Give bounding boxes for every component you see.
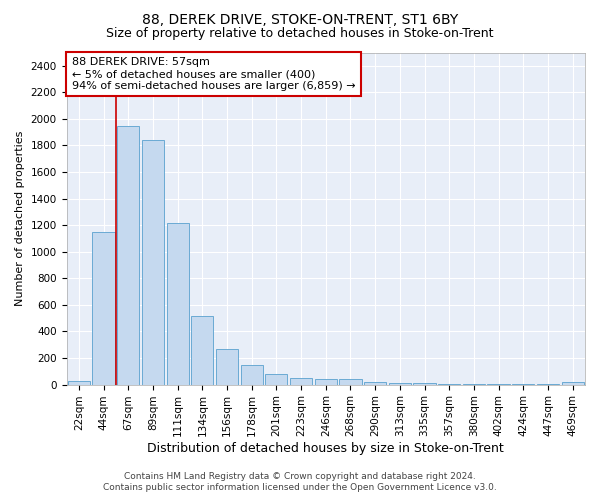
- Text: Contains HM Land Registry data © Crown copyright and database right 2024.
Contai: Contains HM Land Registry data © Crown c…: [103, 472, 497, 492]
- Bar: [142, 140, 164, 384]
- Bar: [216, 350, 238, 384]
- Bar: [117, 126, 139, 384]
- Bar: [364, 382, 386, 384]
- Bar: [314, 378, 337, 384]
- Bar: [241, 364, 263, 384]
- Bar: [389, 382, 411, 384]
- Text: 88, DEREK DRIVE, STOKE-ON-TRENT, ST1 6BY: 88, DEREK DRIVE, STOKE-ON-TRENT, ST1 6BY: [142, 12, 458, 26]
- X-axis label: Distribution of detached houses by size in Stoke-on-Trent: Distribution of detached houses by size …: [148, 442, 504, 455]
- Text: 88 DEREK DRIVE: 57sqm
← 5% of detached houses are smaller (400)
94% of semi-deta: 88 DEREK DRIVE: 57sqm ← 5% of detached h…: [72, 58, 355, 90]
- Bar: [68, 380, 90, 384]
- Bar: [340, 380, 362, 384]
- Bar: [265, 374, 287, 384]
- Y-axis label: Number of detached properties: Number of detached properties: [15, 131, 25, 306]
- Bar: [562, 382, 584, 384]
- Bar: [167, 222, 189, 384]
- Bar: [191, 316, 214, 384]
- Bar: [92, 232, 115, 384]
- Bar: [290, 378, 312, 384]
- Text: Size of property relative to detached houses in Stoke-on-Trent: Size of property relative to detached ho…: [106, 28, 494, 40]
